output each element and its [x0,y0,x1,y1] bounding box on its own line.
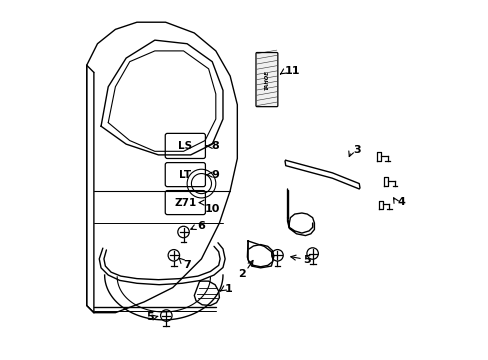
Text: 2: 2 [238,269,245,279]
Text: 5: 5 [146,312,154,322]
Text: 1: 1 [224,284,232,294]
Text: 3: 3 [352,144,360,154]
Text: 4: 4 [397,197,405,207]
Text: TAHOE: TAHOE [264,69,269,90]
Text: Z71: Z71 [174,198,196,208]
Text: 7: 7 [183,260,191,270]
Text: 9: 9 [211,170,219,180]
Text: 6: 6 [196,221,204,230]
Text: 8: 8 [211,141,219,151]
FancyBboxPatch shape [255,53,277,107]
Text: 5: 5 [303,255,311,265]
Text: 10: 10 [204,204,220,214]
Text: 11: 11 [284,66,300,76]
Text: LT: LT [179,170,191,180]
Text: LS: LS [178,141,192,151]
